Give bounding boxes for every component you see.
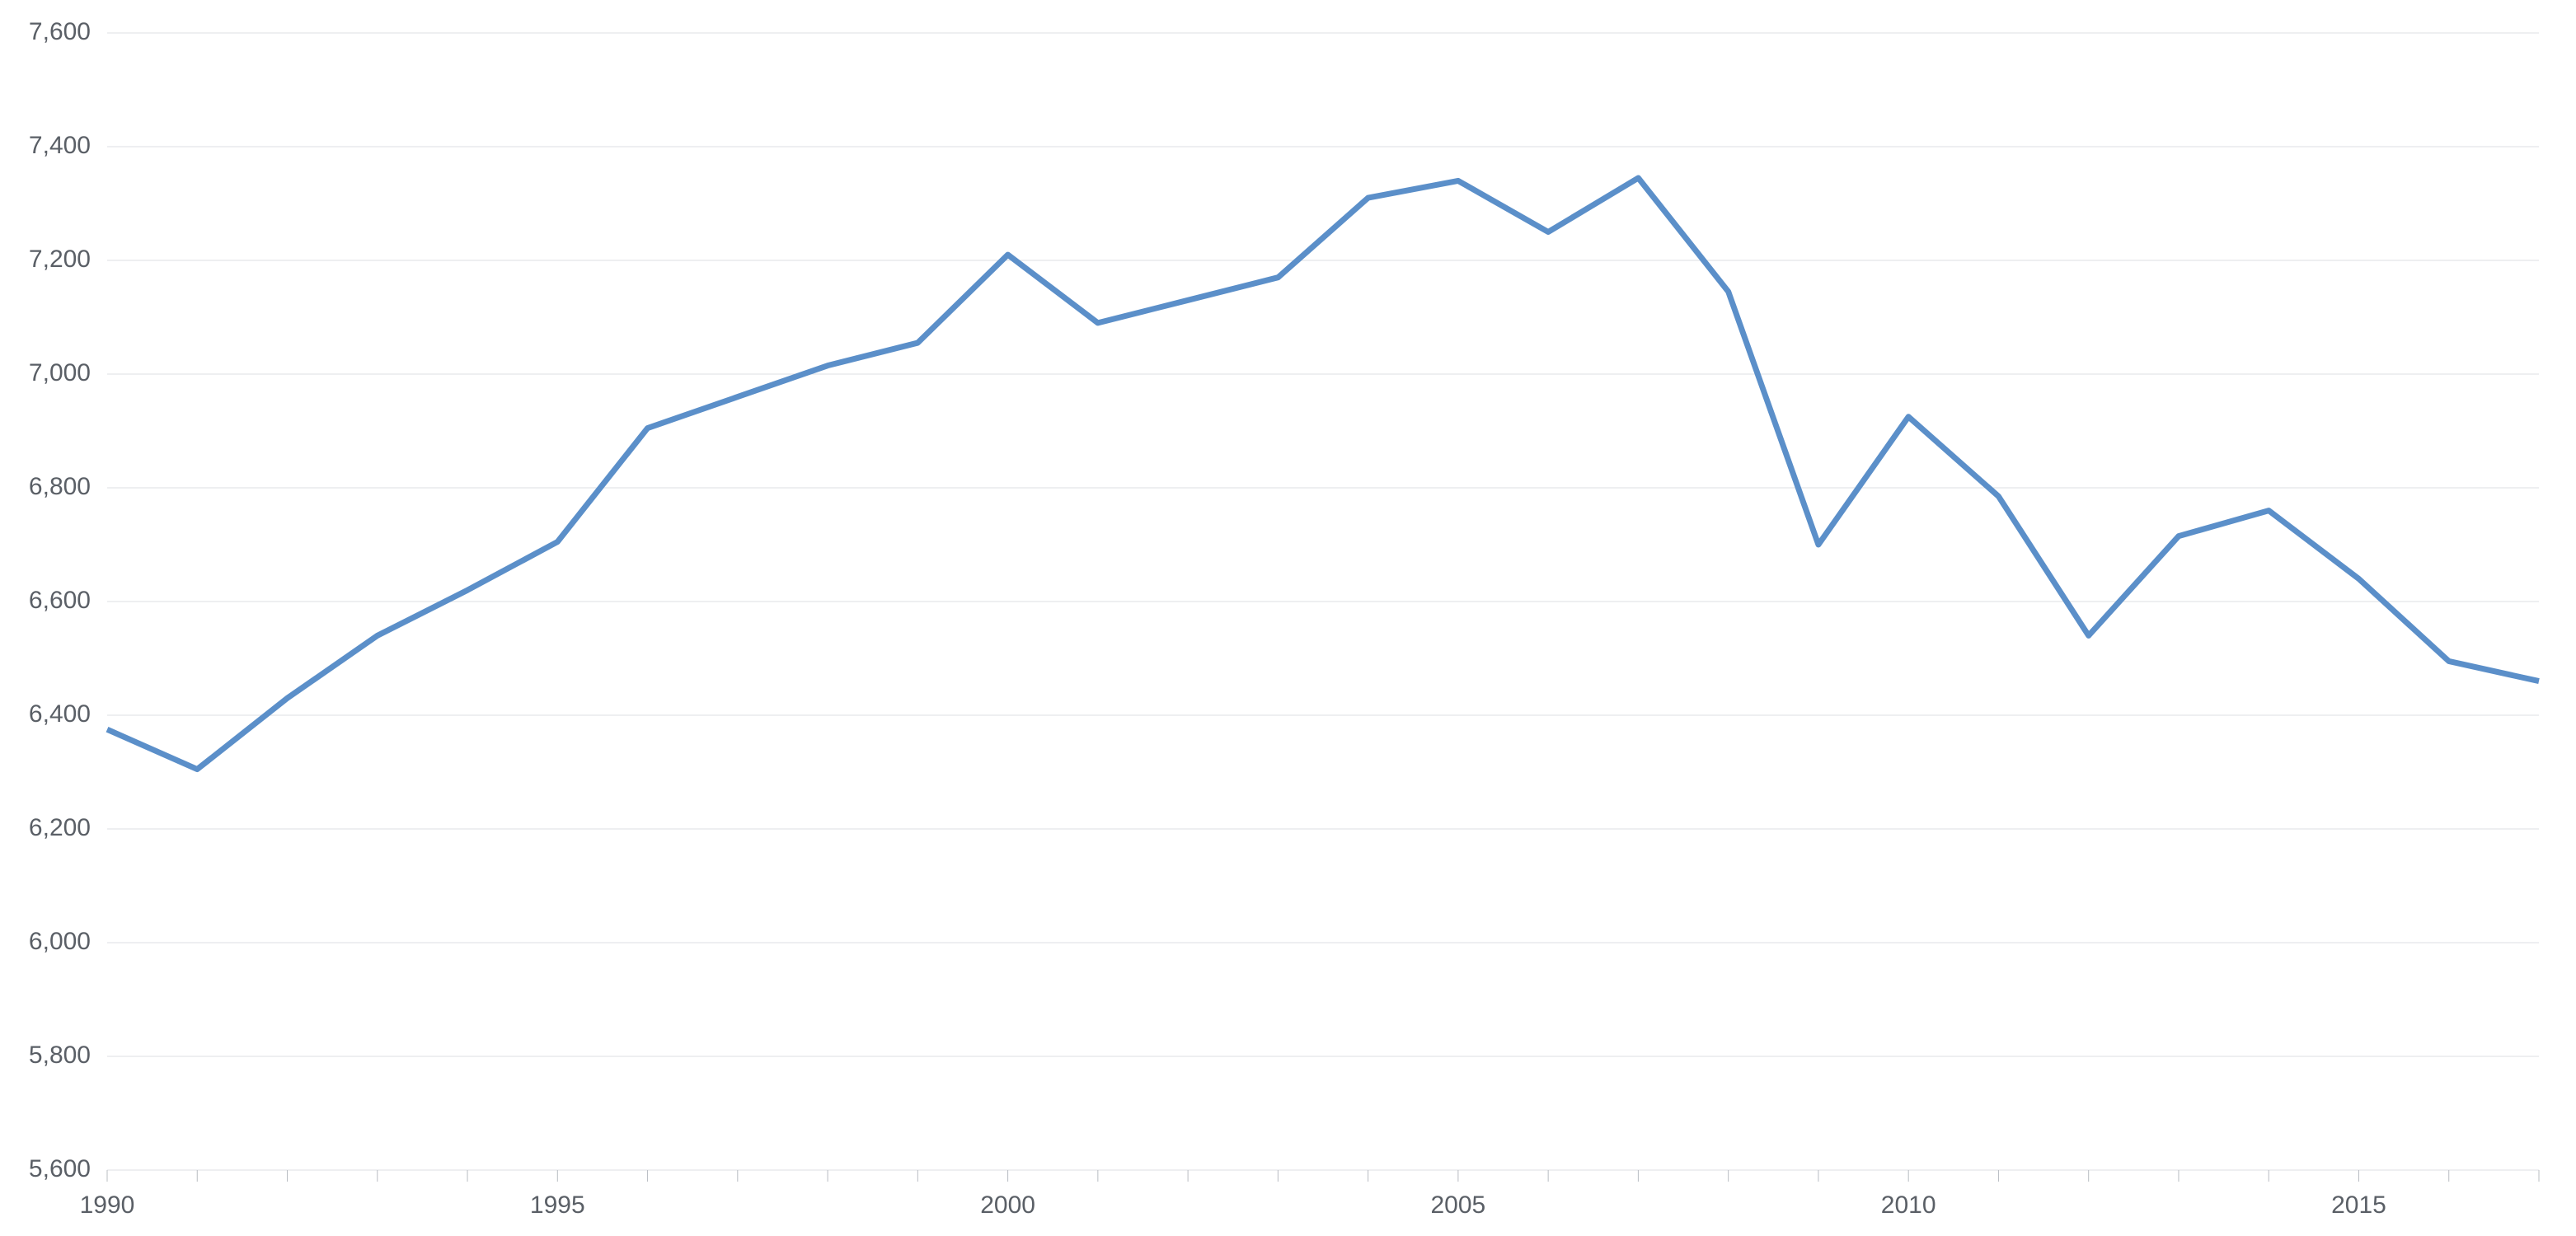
x-axis-label: 1995 <box>530 1192 585 1219</box>
x-axis-label: 2015 <box>2331 1192 2386 1219</box>
x-axis-label: 1990 <box>80 1192 135 1219</box>
y-axis-label: 5,600 <box>29 1155 91 1182</box>
chart-canvas: 5,600 5,800 6,000 6,200 6,400 6,600 6,800 7,000… <box>0 0 2576 1236</box>
y-axis-label: 6,600 <box>29 587 91 614</box>
y-axis-label: 7,000 <box>29 359 91 386</box>
x-axis-label: 2000 <box>980 1192 1035 1219</box>
y-axis-label: 6,400 <box>29 700 91 728</box>
y-axis-label: 6,200 <box>29 814 91 841</box>
y-axis-label: 6,000 <box>29 928 91 955</box>
y-axis-label: 5,800 <box>29 1042 91 1069</box>
y-axis-label: 7,400 <box>29 132 91 159</box>
y-axis-label: 7,200 <box>29 246 91 273</box>
y-axis-label: 6,800 <box>29 473 91 500</box>
y-axis-label: 7,600 <box>29 18 91 45</box>
line-chart: 5,600 5,800 6,000 6,200 6,400 6,600 6,800 7,000… <box>0 0 2576 1236</box>
x-axis-label: 2010 <box>1881 1192 1936 1219</box>
x-axis-label: 2005 <box>1431 1192 1486 1219</box>
